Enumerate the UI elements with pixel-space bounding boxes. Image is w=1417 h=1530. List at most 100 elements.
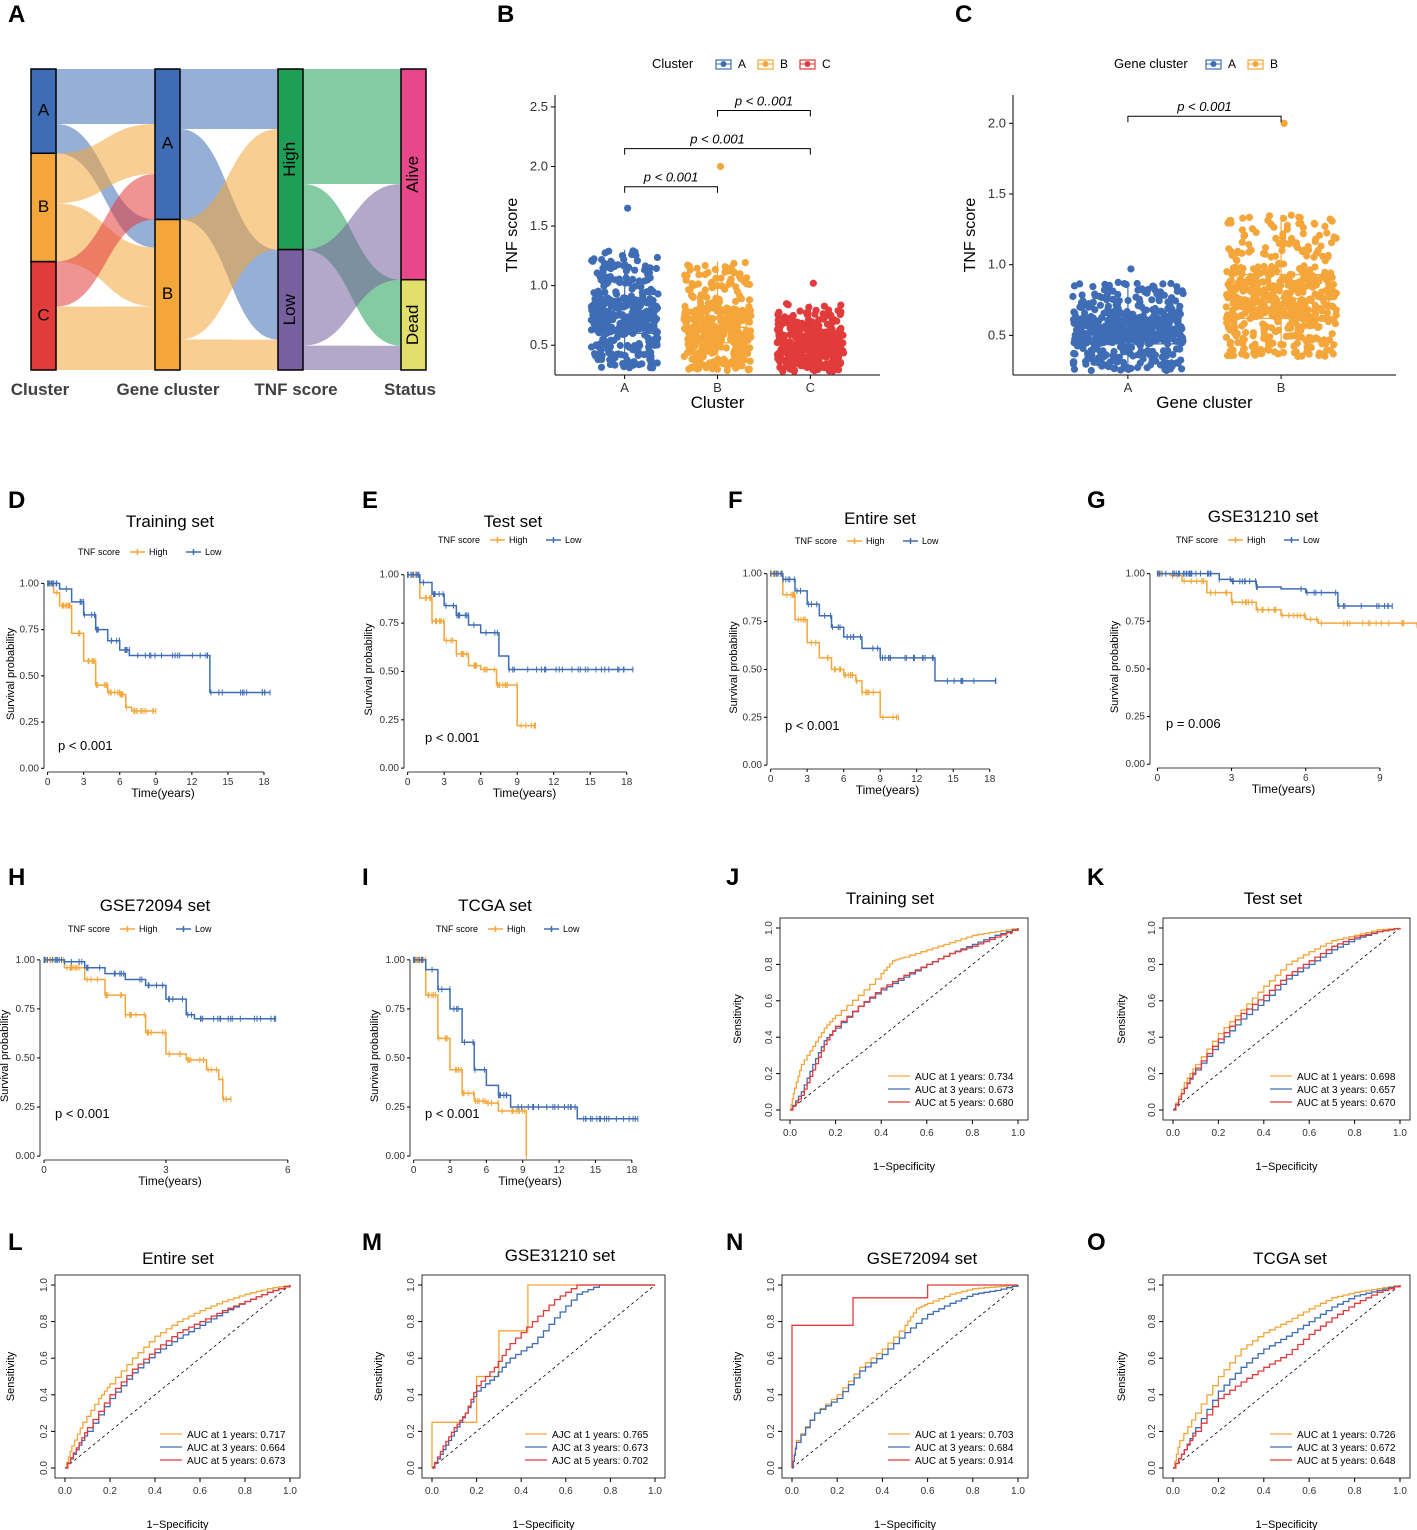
censor-marks-low <box>43 956 277 1022</box>
x-tick-label: 0.4 <box>874 1128 888 1139</box>
x-axis-label: 1−Specificity <box>1255 1161 1318 1173</box>
p-value: p < 0.001 <box>425 1106 480 1121</box>
data-point <box>1294 310 1302 318</box>
comparison-bracket <box>1127 115 1282 123</box>
data-point <box>733 287 742 295</box>
data-point <box>1242 329 1250 337</box>
x-tick-label: 3 <box>447 1165 453 1176</box>
x-tick-label: 0.4 <box>514 1486 528 1497</box>
data-point <box>745 280 754 289</box>
data-point <box>700 307 708 315</box>
data-point <box>1237 281 1245 289</box>
x-tick-label: 0.2 <box>470 1486 484 1497</box>
data-point <box>1269 285 1277 293</box>
y-tick-label: 1.5 <box>988 186 1006 201</box>
x-tick-label: 0.0 <box>1166 1128 1180 1139</box>
legend-entry: High <box>509 535 528 545</box>
data-point <box>1148 296 1156 304</box>
data-point <box>1320 298 1328 306</box>
x-tick-label: 1.0 <box>283 1486 297 1497</box>
data-point <box>1117 309 1126 317</box>
x-axis-label: Time(years) <box>493 786 557 800</box>
y-axis-label: Survival probability <box>1109 620 1121 713</box>
panel-label-h: H <box>8 864 25 891</box>
data-point <box>808 345 816 353</box>
km-curve-high <box>413 959 528 1157</box>
data-point <box>1167 279 1175 288</box>
flow-gene-b-high <box>180 129 278 340</box>
data-point <box>1321 222 1329 230</box>
chart-title: Training set <box>846 889 934 908</box>
box-c <box>780 332 840 356</box>
roc-curve-5-years <box>432 1284 655 1469</box>
data-point <box>710 358 718 366</box>
data-point <box>1237 311 1246 319</box>
data-point <box>1155 288 1164 296</box>
data-point <box>1258 301 1266 309</box>
data-point <box>694 280 703 288</box>
x-axis-label: 1−Specificity <box>512 1519 575 1530</box>
data-point <box>1225 245 1233 253</box>
data-point <box>1222 333 1230 341</box>
x-tick-label: 0.4 <box>1257 1486 1271 1497</box>
data-point <box>1325 336 1334 344</box>
legend-title: TNF score <box>78 547 120 557</box>
data-point <box>1299 224 1307 232</box>
y-tick-label: 0.75 <box>1126 616 1146 627</box>
data-point <box>625 263 633 271</box>
data-point <box>598 256 606 264</box>
data-point <box>1124 326 1132 334</box>
data-point <box>1231 323 1239 331</box>
data-point <box>688 355 696 363</box>
y-tick-label: 0.00 <box>380 763 400 774</box>
data-point <box>1332 234 1340 242</box>
y-tick-label: 0.8 <box>1147 957 1158 971</box>
plot-frame <box>1162 917 1411 1121</box>
legend-entry: AJC at 1 years: 0.765 <box>552 1430 649 1441</box>
diagonal-reference <box>1172 927 1401 1111</box>
legend-title: Cluster <box>652 56 694 71</box>
legend-entry: Low <box>205 547 222 557</box>
data-point <box>1258 289 1266 297</box>
data-point <box>706 345 715 353</box>
data-point <box>1114 278 1122 286</box>
data-point <box>1328 330 1336 338</box>
diagonal-reference <box>64 1284 291 1469</box>
data-point <box>823 320 832 328</box>
data-point <box>631 266 639 274</box>
data-point <box>612 288 620 296</box>
data-point <box>789 311 797 320</box>
chart-title: Entire set <box>142 1249 214 1268</box>
data-point <box>1265 346 1273 354</box>
x-tick-label: 0.8 <box>966 1486 980 1497</box>
data-point <box>1238 249 1246 257</box>
data-point <box>1271 348 1279 356</box>
y-tick-label: 0.4 <box>1147 1030 1158 1044</box>
data-point <box>730 347 738 355</box>
roc-chart-o: TCGA set 0.0 0.0 0.2 0.2 0.4 0.4 0.6 0.6 0.8 0.8 1.… <box>1116 1249 1411 1530</box>
x-tick-label: 0.2 <box>103 1486 117 1497</box>
legend-entry: AJC at 5 years: 0.702 <box>552 1456 649 1467</box>
x-tick-label: A <box>620 380 629 395</box>
data-point <box>1310 306 1318 314</box>
x-tick-label: 15 <box>948 774 960 785</box>
data-point <box>1109 338 1117 346</box>
y-axis-label: Survival probability <box>728 621 740 714</box>
data-point <box>1245 240 1253 249</box>
x-tick-label: 6 <box>841 774 847 785</box>
data-point <box>712 274 720 282</box>
x-tick-label: 0.2 <box>1211 1128 1225 1139</box>
data-point <box>746 296 754 304</box>
data-point <box>1258 349 1266 357</box>
data-point <box>723 366 731 374</box>
x-tick-label: 12 <box>554 1165 566 1176</box>
data-point <box>1274 326 1282 334</box>
roc-curve-3-years <box>1173 1285 1401 1469</box>
data-point <box>796 307 804 315</box>
data-point <box>635 339 643 348</box>
data-point <box>1224 219 1232 227</box>
sankey-node-label: Alive <box>403 156 422 193</box>
box-b <box>688 308 747 344</box>
data-point <box>1166 302 1174 310</box>
censor-marks-high <box>43 956 232 1103</box>
